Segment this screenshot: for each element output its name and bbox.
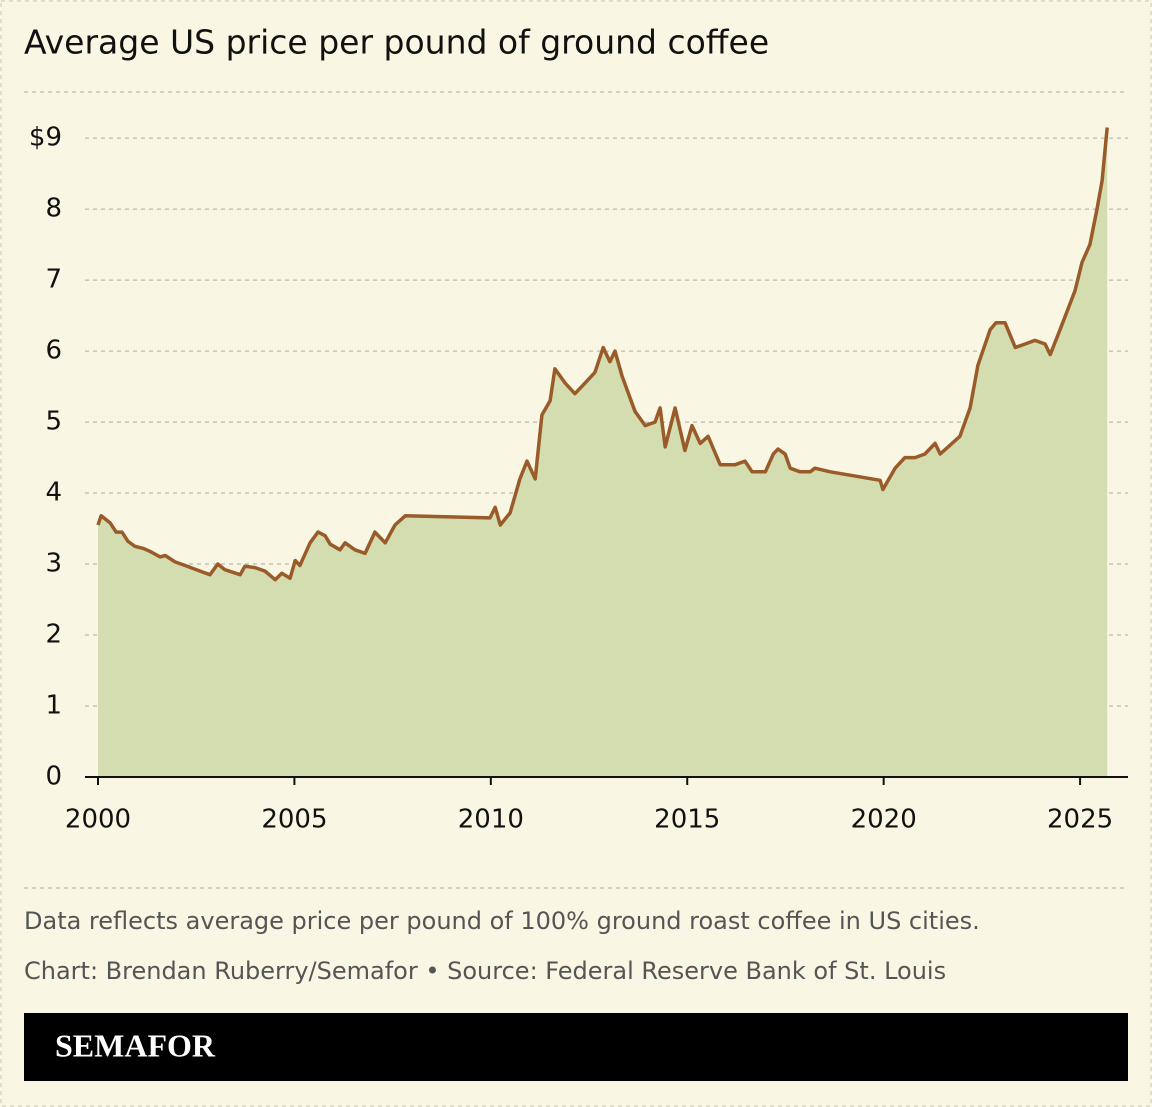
note: Data reflects average price per pound of… <box>24 907 980 935</box>
chart-title: Average US price per pound of ground cof… <box>24 23 769 62</box>
brand: SEMAFOR <box>55 1027 216 1063</box>
y-tick-label: $9 <box>29 123 62 153</box>
x-tick-label: 2020 <box>851 805 917 835</box>
y-tick-label: 6 <box>45 336 62 366</box>
credit: Chart: Brendan Ruberry/Semafor • Source:… <box>24 957 946 985</box>
y-tick-label: 5 <box>45 407 62 437</box>
y-tick-label: 8 <box>45 194 62 224</box>
y-tick-label: 0 <box>45 762 62 792</box>
x-tick-label: 2025 <box>1047 805 1113 835</box>
x-tick-label: 2015 <box>654 805 720 835</box>
y-tick-label: 2 <box>45 620 62 650</box>
y-tick-label: 4 <box>45 478 62 508</box>
x-tick-label: 2000 <box>65 805 131 835</box>
x-tick-label: 2010 <box>458 805 524 835</box>
y-tick-label: 1 <box>45 691 62 721</box>
line <box>96 127 1109 582</box>
y-tick-label: 7 <box>45 265 62 295</box>
brand-bar <box>24 1013 1128 1081</box>
area <box>98 127 1108 777</box>
y-tick-label: 3 <box>45 549 62 579</box>
x-tick-label: 2005 <box>261 805 327 835</box>
